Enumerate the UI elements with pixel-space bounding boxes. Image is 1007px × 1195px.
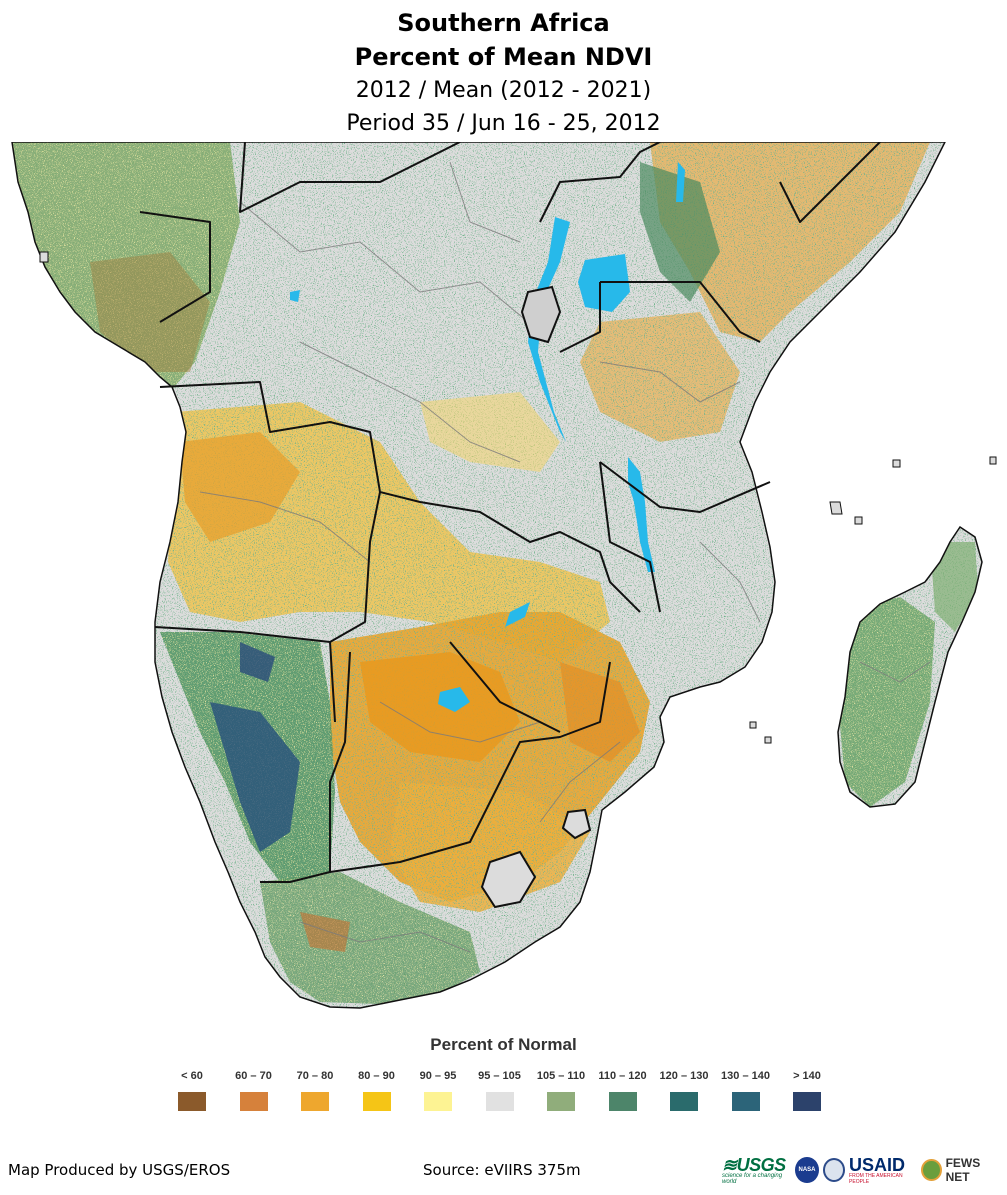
legend-swatch (178, 1092, 206, 1111)
data-source: Source: eVIIRS 375m (423, 1161, 581, 1179)
title-period: Period 35 / Jun 16 - 25, 2012 (346, 111, 661, 136)
legend-item: 70 – 80 (285, 1068, 345, 1111)
eswatini (561, 808, 592, 840)
islands (39, 251, 997, 744)
legend-title: Percent of Normal (430, 1035, 577, 1054)
legend-item: 130 – 140 (716, 1068, 776, 1111)
legend: < 60 60 – 70 70 – 80 80 – 90 90 – 95 95 – 105… (160, 1068, 840, 1118)
admin-boundaries (199, 161, 931, 953)
legend-item: 95 – 105 (470, 1068, 530, 1111)
legend-swatch (239, 1092, 268, 1111)
legend-item: 110 – 120 (593, 1068, 653, 1111)
map-title-block: Southern Africa Percent of Mean NDVI 201… (0, 6, 1007, 140)
legend-label: 130 – 140 (721, 1070, 770, 1082)
legend-swatch (301, 1092, 329, 1111)
legend-item: 80 – 90 (347, 1068, 407, 1111)
legend-item: 60 – 70 (224, 1068, 284, 1111)
legend-label: 95 – 105 (478, 1070, 521, 1082)
lake-kariba (505, 602, 530, 627)
nasa-logo: NASA (795, 1157, 819, 1183)
legend-item: > 140 (777, 1068, 837, 1111)
legend-swatch (731, 1092, 760, 1111)
title-comparison: 2012 / Mean (2012 - 2021) (355, 78, 652, 103)
legend-label: > 140 (793, 1070, 821, 1082)
legend-label: < 60 (181, 1070, 203, 1082)
legend-swatch (424, 1092, 452, 1111)
ndvi-map (0, 142, 1007, 1012)
title-region: Southern Africa (397, 9, 610, 37)
legend-label: 60 – 70 (235, 1070, 272, 1082)
title-product: Percent of Mean NDVI (354, 43, 653, 71)
legend-swatch (485, 1092, 514, 1111)
lesotho (480, 850, 537, 909)
legend-swatch (362, 1092, 391, 1111)
okavango-delta (438, 687, 470, 712)
legend-label: 70 – 80 (296, 1070, 334, 1082)
legend-item: < 60 (162, 1068, 222, 1111)
burundi-rwanda (520, 285, 562, 344)
legend-swatch (793, 1092, 821, 1111)
legend-label: 80 – 90 (358, 1070, 395, 1082)
producer-credit: Map Produced by USGS/EROS (8, 1161, 231, 1179)
legend-item: 90 – 95 (408, 1068, 468, 1111)
partner-logos: ≋USGS science for a changing world NASA … (722, 1152, 1002, 1188)
fews-net-logo: FEWS NET (945, 1156, 981, 1184)
legend-swatch (547, 1092, 575, 1111)
legend-label: 120 – 130 (659, 1070, 709, 1082)
legend-swatch (670, 1092, 698, 1111)
lake-malawi (628, 457, 655, 572)
noaa-seal-icon (822, 1158, 846, 1182)
usaid-logo: USAID FROM THE AMERICAN PEOPLE (849, 1155, 906, 1185)
lake-turkana (676, 162, 685, 202)
fews-globe-icon (921, 1159, 942, 1181)
legend-label: 105 – 110 (536, 1070, 586, 1082)
legend-swatch (608, 1092, 637, 1111)
legend-item: 105 – 110 (531, 1068, 591, 1111)
usgs-logo: ≋USGS science for a changing world (722, 1155, 786, 1185)
legend-label: 110 – 120 (598, 1070, 647, 1082)
country-borders (139, 142, 881, 883)
legend-item: 120 – 130 (654, 1068, 714, 1111)
legend-label: 90 – 95 (419, 1070, 457, 1082)
